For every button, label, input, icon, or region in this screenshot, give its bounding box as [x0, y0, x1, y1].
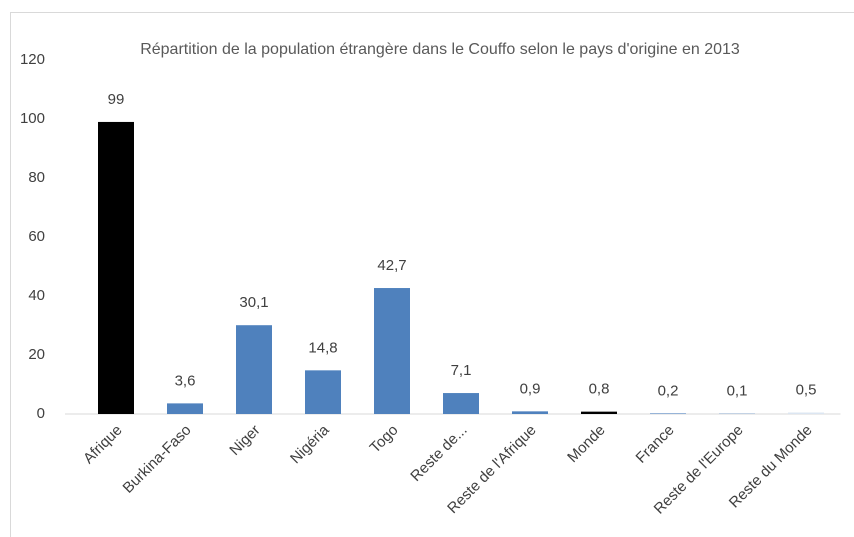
data-label: 7,1: [451, 362, 472, 379]
bar: [512, 411, 548, 414]
y-tick-label: 40: [28, 287, 45, 304]
data-label: 0,5: [796, 381, 817, 398]
data-label: 42,7: [377, 257, 406, 274]
x-tick-label: Burkina-Faso: [120, 422, 195, 497]
y-tick-label: 120: [20, 51, 45, 68]
y-tick-label: 0: [37, 405, 45, 422]
bar: [443, 393, 479, 414]
bar: [374, 288, 410, 414]
data-label: 3,6: [175, 372, 196, 389]
x-tick-label: Nigéria: [287, 421, 333, 467]
bar: [167, 403, 203, 414]
bar: [581, 411, 617, 414]
x-tick-label: France: [633, 422, 678, 467]
bar: [650, 413, 686, 414]
bar: [788, 412, 824, 414]
data-label: 14,8: [308, 339, 337, 356]
chart-title: Répartition de la population étrangère d…: [140, 41, 740, 58]
data-label: 0,9: [520, 380, 541, 397]
x-tick-label: Monde: [564, 422, 608, 466]
x-tick-label: Afrique: [80, 422, 126, 468]
y-tick-label: 100: [20, 110, 45, 127]
chart-frame: [10, 12, 854, 537]
data-label: 0,2: [658, 382, 679, 399]
bar: [236, 325, 272, 414]
bar: [305, 370, 341, 414]
data-label: 99: [108, 91, 125, 108]
x-tick-label: Niger: [226, 422, 263, 459]
data-label: 0,8: [589, 381, 610, 398]
data-label: 30,1: [239, 294, 268, 311]
bar: [98, 121, 134, 414]
data-label: 0,1: [727, 383, 748, 400]
y-tick-label: 80: [28, 169, 45, 186]
x-tick-label: Reste de...: [407, 422, 470, 485]
y-tick-label: 60: [28, 228, 45, 245]
x-tick-label: Togo: [367, 422, 402, 457]
y-tick-label: 20: [28, 346, 45, 363]
